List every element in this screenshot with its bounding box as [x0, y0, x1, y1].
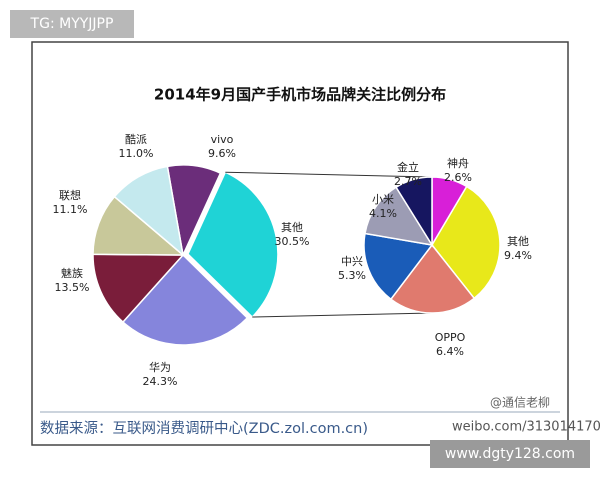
connector — [225, 171, 433, 178]
pie-slice — [113, 165, 185, 257]
watermark: www.dgty128.com — [445, 446, 575, 462]
watermark-box — [430, 440, 590, 468]
slice-label: OPPO — [435, 331, 466, 344]
watermark: TG: MYYJJPP — [30, 16, 114, 32]
pie-slice — [92, 253, 185, 324]
slice-value: 9.4% — [504, 249, 532, 262]
slice-value: 24.3% — [143, 375, 178, 388]
pie-slice — [187, 171, 279, 319]
pie-slice — [395, 176, 433, 248]
pie-slice — [364, 186, 434, 247]
slice-value: 13.5% — [55, 281, 90, 294]
slice-label: 小米 — [372, 193, 394, 206]
slice-value: 6.4% — [436, 345, 464, 358]
slice-value: 30.5% — [275, 235, 310, 248]
slice-label: vivo — [211, 133, 234, 146]
pie-slice — [431, 185, 501, 300]
slice-value: 11.0% — [119, 147, 154, 160]
credit-handle: @通信老柳 — [490, 396, 550, 410]
slice-label: 其他 — [507, 235, 529, 248]
slice-value: 9.6% — [208, 147, 236, 160]
credit-url: weibo.com/3130141707 — [452, 420, 600, 435]
connector — [252, 312, 433, 318]
chart-frame — [31, 41, 569, 446]
slice-label: 中兴 — [341, 255, 363, 268]
plot: vivo9.6%其他30.5%华为24.3%魅族13.5%联想11.1%酷派11… — [53, 133, 532, 388]
pie-slice — [389, 243, 476, 314]
slice-label: 华为 — [149, 360, 171, 374]
slice-label: 金立 — [397, 160, 419, 174]
slice-value: 5.3% — [338, 269, 366, 282]
slice-label: 魅族 — [61, 266, 83, 280]
slice-label: 酷派 — [125, 133, 147, 146]
slice-label: 其他 — [281, 221, 303, 234]
slice-value: 4.1% — [369, 207, 397, 220]
pie-slice — [121, 253, 249, 346]
watermark-box — [10, 10, 134, 38]
slice-value: 2.6% — [444, 171, 472, 184]
slice-label: 神舟 — [447, 156, 469, 170]
chart-title: 2014年9月国产手机市场品牌关注比例分布 — [154, 86, 446, 104]
slice-value: 2.7% — [394, 175, 422, 188]
pie-slice — [363, 232, 434, 301]
source: 数据来源：互联网消费调研中心(ZDC.zol.com.cn) — [40, 420, 368, 437]
slice-value: 11.1% — [53, 203, 88, 216]
slice-label: 联想 — [59, 188, 81, 202]
